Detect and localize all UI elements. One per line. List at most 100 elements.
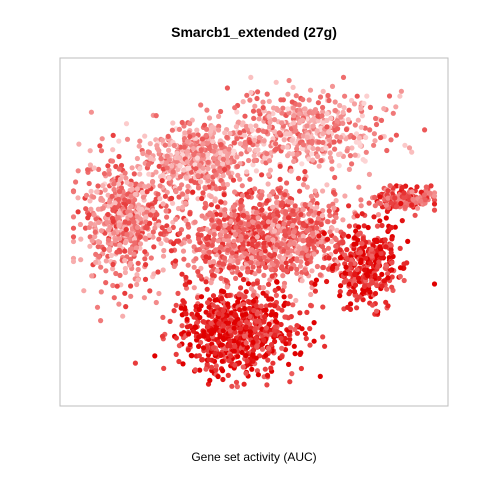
cell-point xyxy=(213,247,219,253)
cell-point xyxy=(346,166,352,172)
cell-point xyxy=(280,144,286,150)
cell-point xyxy=(114,215,121,221)
cell-point xyxy=(232,343,238,349)
cell-point xyxy=(393,132,399,138)
cell-point xyxy=(173,189,179,195)
cell-point xyxy=(217,232,224,238)
cell-point xyxy=(185,234,191,240)
cell-point xyxy=(312,288,318,294)
cell-point xyxy=(83,206,89,212)
cell-point xyxy=(367,127,373,133)
cell-point xyxy=(111,230,117,236)
cell-point xyxy=(234,154,240,160)
cell-point xyxy=(308,218,314,224)
cell-point xyxy=(379,222,385,229)
cell-point xyxy=(202,200,208,206)
cell-point xyxy=(226,146,232,152)
cell-point xyxy=(389,191,395,197)
cell-point xyxy=(270,222,276,228)
cell-point xyxy=(298,365,304,372)
cell-point xyxy=(103,268,109,274)
cell-point xyxy=(235,353,241,359)
cell-point xyxy=(144,209,150,215)
cell-point xyxy=(326,97,332,104)
cell-point xyxy=(377,200,383,207)
cell-point xyxy=(282,192,288,198)
cell-point xyxy=(359,113,365,119)
cell-point xyxy=(354,305,360,311)
cell-point xyxy=(300,97,306,103)
x-axis-label: Gene set activity (AUC) xyxy=(191,450,316,464)
cell-point xyxy=(195,269,201,275)
cell-point xyxy=(280,288,286,294)
cell-point xyxy=(266,158,273,164)
cell-point xyxy=(226,320,232,326)
cell-point xyxy=(220,161,226,167)
cell-point xyxy=(88,188,94,194)
cell-point xyxy=(134,281,140,288)
cell-point xyxy=(95,239,101,245)
cell-point xyxy=(262,155,268,161)
cell-point xyxy=(283,209,289,215)
cell-point xyxy=(251,298,257,304)
cell-point xyxy=(431,193,438,199)
cell-point xyxy=(338,283,344,289)
cell-point xyxy=(298,350,304,356)
cell-point xyxy=(254,95,260,102)
cell-point xyxy=(223,233,229,239)
cell-point xyxy=(237,326,244,332)
cell-point xyxy=(151,244,157,250)
cell-point xyxy=(337,293,343,299)
cell-point xyxy=(307,342,313,348)
cell-point xyxy=(203,366,209,372)
cell-point xyxy=(179,204,186,210)
cell-point xyxy=(310,145,316,152)
cell-point xyxy=(246,221,252,228)
cell-point xyxy=(103,258,109,264)
cell-point xyxy=(143,214,149,220)
cell-point xyxy=(154,143,160,149)
cell-point xyxy=(215,127,222,133)
cell-point xyxy=(244,92,250,98)
cell-point xyxy=(296,111,302,117)
cell-point xyxy=(410,196,416,202)
cell-point xyxy=(294,256,300,262)
cell-point xyxy=(91,165,97,171)
cell-point xyxy=(259,192,265,198)
cell-point xyxy=(159,137,165,143)
cell-point xyxy=(241,212,247,219)
cell-point xyxy=(122,265,128,272)
cell-point xyxy=(95,244,101,250)
cell-point xyxy=(98,148,105,154)
cell-point xyxy=(262,314,268,320)
cell-point xyxy=(311,320,317,326)
cell-point xyxy=(386,255,392,261)
cell-point xyxy=(183,217,189,224)
cell-point xyxy=(116,138,122,144)
cell-point xyxy=(236,119,242,125)
cell-point xyxy=(233,275,239,281)
cell-point xyxy=(345,117,351,123)
cell-point xyxy=(192,367,198,373)
cell-point xyxy=(209,272,216,278)
cell-point xyxy=(266,193,272,199)
cell-point xyxy=(354,93,360,99)
cell-point xyxy=(332,174,338,181)
cell-point xyxy=(261,254,267,260)
cell-point xyxy=(235,258,241,264)
cell-point xyxy=(135,266,141,273)
cell-point xyxy=(326,129,332,135)
cell-point xyxy=(188,169,195,175)
cell-point xyxy=(373,115,379,122)
cell-point xyxy=(185,165,191,171)
cell-point xyxy=(312,281,318,287)
cell-point xyxy=(89,273,95,279)
cell-point xyxy=(217,150,223,156)
cell-point xyxy=(268,267,274,273)
cell-point xyxy=(241,132,247,138)
cell-point xyxy=(325,245,332,251)
cell-point xyxy=(164,237,170,243)
cell-point xyxy=(241,333,248,339)
cell-point xyxy=(393,203,400,210)
